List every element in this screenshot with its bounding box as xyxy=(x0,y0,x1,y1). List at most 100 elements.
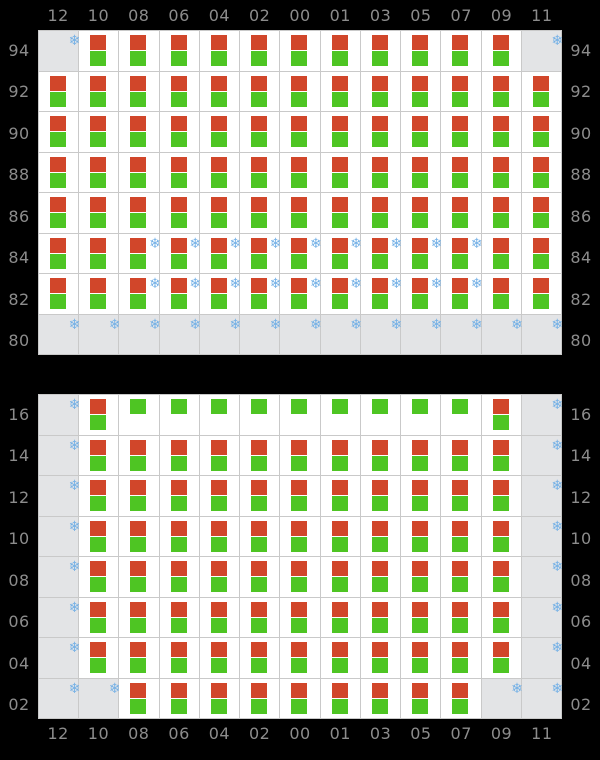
grid-cell[interactable] xyxy=(79,435,119,475)
grid-cell[interactable] xyxy=(280,476,320,516)
grid-cell[interactable]: ❄ xyxy=(199,233,241,273)
grid-cell[interactable] xyxy=(441,112,481,152)
grid-cell[interactable] xyxy=(240,516,280,556)
grid-cell[interactable] xyxy=(79,112,119,152)
grid-cell[interactable] xyxy=(199,476,240,516)
grid-cell[interactable] xyxy=(199,435,240,475)
grid-cell[interactable] xyxy=(119,152,159,192)
grid-cell[interactable] xyxy=(119,395,159,435)
grid-cell[interactable] xyxy=(240,638,280,678)
grid-cell[interactable] xyxy=(401,435,441,475)
grid-cell[interactable] xyxy=(401,597,441,637)
grid-cell[interactable] xyxy=(119,476,159,516)
grid-cell[interactable] xyxy=(280,152,320,192)
grid-cell[interactable] xyxy=(360,476,401,516)
grid-cell[interactable] xyxy=(280,193,320,233)
grid-cell[interactable] xyxy=(79,233,119,273)
grid-cell[interactable]: ❄ xyxy=(280,233,322,273)
grid-cell[interactable] xyxy=(481,233,521,273)
grid-cell[interactable]: ❄ xyxy=(441,233,483,273)
grid-cell[interactable] xyxy=(521,193,561,233)
grid-cell[interactable] xyxy=(441,597,481,637)
column-header-08[interactable]: 08 xyxy=(128,723,150,743)
grid-cell[interactable] xyxy=(360,435,401,475)
grid-cell[interactable]: ❄ xyxy=(280,274,322,314)
grid-cell[interactable] xyxy=(240,152,280,192)
grid-cell[interactable] xyxy=(119,112,159,152)
grid-cell[interactable] xyxy=(119,678,159,718)
grid-cell[interactable] xyxy=(481,152,521,192)
grid-cell[interactable] xyxy=(441,152,481,192)
grid-cell[interactable] xyxy=(320,112,360,152)
grid-cell[interactable] xyxy=(79,274,119,314)
grid-cell[interactable] xyxy=(199,152,240,192)
grid-cell[interactable] xyxy=(199,395,240,435)
grid-cell[interactable] xyxy=(159,112,199,152)
column-header-05[interactable]: 05 xyxy=(410,5,432,25)
grid-cell[interactable] xyxy=(240,557,280,597)
grid-cell[interactable] xyxy=(360,597,401,637)
column-header-03[interactable]: 03 xyxy=(369,723,392,743)
grid-cell[interactable] xyxy=(360,31,401,71)
grid-cell[interactable] xyxy=(199,71,240,111)
grid-cell[interactable] xyxy=(79,193,119,233)
grid-cell[interactable]: ❄ xyxy=(240,274,282,314)
grid-cell[interactable]: ❄ xyxy=(159,274,201,314)
grid-cell[interactable] xyxy=(320,71,360,111)
grid-cell[interactable] xyxy=(441,71,481,111)
column-header-04[interactable]: 04 xyxy=(208,723,231,743)
grid-cell[interactable] xyxy=(280,638,320,678)
column-header-02[interactable]: 02 xyxy=(249,5,271,25)
grid-cell[interactable] xyxy=(79,476,119,516)
column-header-11[interactable]: 11 xyxy=(531,723,553,743)
grid-cell[interactable] xyxy=(360,193,401,233)
grid-cell[interactable] xyxy=(119,516,159,556)
column-header-06[interactable]: 06 xyxy=(168,723,190,743)
grid-cell[interactable] xyxy=(320,638,360,678)
grid-cell[interactable] xyxy=(401,152,441,192)
grid-cell[interactable] xyxy=(159,476,199,516)
grid-cell[interactable]: ❄ xyxy=(360,233,402,273)
grid-cell[interactable] xyxy=(441,638,481,678)
grid-cell[interactable] xyxy=(240,395,280,435)
grid-cell[interactable]: ❄ xyxy=(320,233,362,273)
grid-cell[interactable] xyxy=(39,193,79,233)
grid-cell[interactable] xyxy=(360,516,401,556)
grid-cell[interactable] xyxy=(360,557,401,597)
column-header-10[interactable]: 10 xyxy=(87,723,110,743)
column-header-12[interactable]: 12 xyxy=(47,723,69,743)
grid-cell[interactable] xyxy=(39,152,79,192)
grid-cell[interactable] xyxy=(280,678,320,718)
grid-cell[interactable] xyxy=(320,597,360,637)
grid-cell[interactable] xyxy=(360,152,401,192)
grid-cell[interactable] xyxy=(360,71,401,111)
grid-cell[interactable] xyxy=(521,112,561,152)
grid-cell[interactable] xyxy=(199,597,240,637)
grid-cell[interactable] xyxy=(159,516,199,556)
column-header-01[interactable]: 01 xyxy=(329,723,351,743)
column-header-12[interactable]: 12 xyxy=(47,5,69,25)
grid-cell[interactable]: ❄ xyxy=(320,274,362,314)
grid-cell[interactable] xyxy=(119,193,159,233)
upper-grid[interactable]: ❄ ❄ ❄ ❄ ❄ ❄ ❄ ❄ ❄ ❄ ❄ ❄ ❄ ❄ ❄ ❄ ❄ ❄ ❄ ❄ ❄ ❄ ❄ ❄ ❄ ❄ ❄ ❄ ❄ ❄ ❄ ❄ ❄ xyxy=(38,30,563,355)
grid-cell[interactable] xyxy=(240,71,280,111)
grid-cell[interactable] xyxy=(199,557,240,597)
grid-cell[interactable] xyxy=(280,435,320,475)
grid-cell[interactable] xyxy=(240,31,280,71)
column-header-09[interactable]: 09 xyxy=(490,5,513,25)
grid-cell[interactable] xyxy=(360,112,401,152)
grid-cell[interactable] xyxy=(280,516,320,556)
grid-cell[interactable] xyxy=(521,233,561,273)
lower-grid[interactable]: ❄ ❄ ❄ ❄ ❄ ❄ ❄ ❄ ❄ ❄ ❄ ❄ ❄ ❄ ❄ ❄ ❄ ❄ xyxy=(38,394,563,719)
column-header-05[interactable]: 05 xyxy=(410,723,432,743)
grid-cell[interactable] xyxy=(481,395,521,435)
grid-cell[interactable]: ❄ xyxy=(401,233,442,273)
grid-cell[interactable]: ❄ xyxy=(441,274,483,314)
grid-cell[interactable] xyxy=(481,597,521,637)
grid-cell[interactable] xyxy=(401,638,441,678)
grid-cell[interactable] xyxy=(119,557,159,597)
grid-cell[interactable]: ❄ xyxy=(159,233,201,273)
grid-cell[interactable] xyxy=(280,31,320,71)
grid-cell[interactable] xyxy=(240,112,280,152)
grid-cell[interactable] xyxy=(401,516,441,556)
